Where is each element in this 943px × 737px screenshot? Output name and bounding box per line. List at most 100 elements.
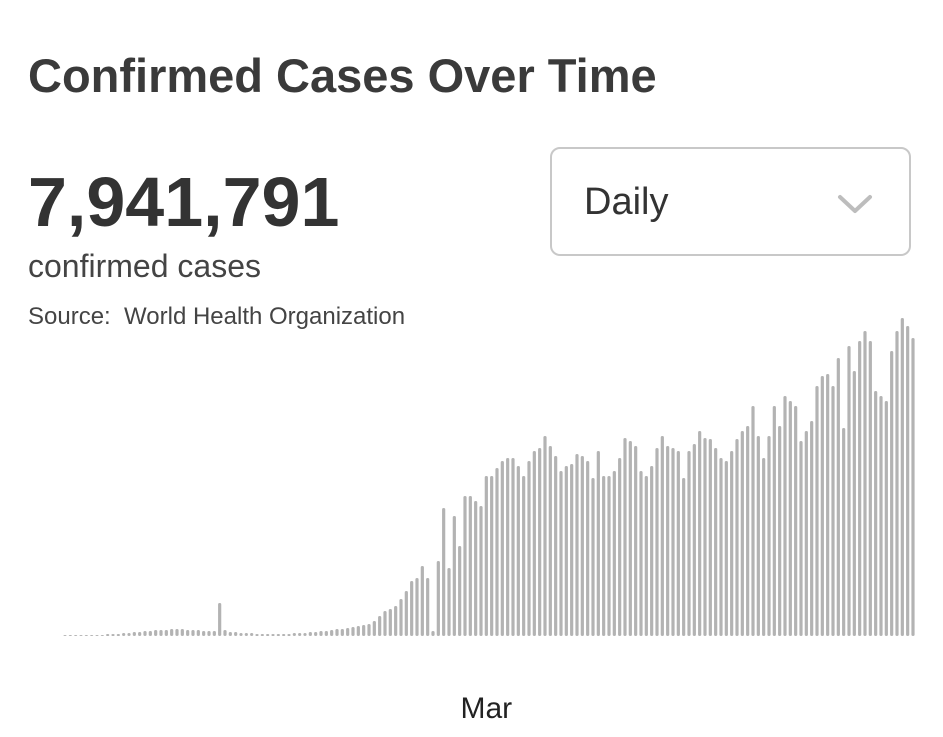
bar (218, 603, 222, 636)
bar (623, 438, 627, 636)
bar (106, 634, 110, 636)
bar (383, 611, 387, 636)
bar (692, 444, 696, 636)
bar (463, 496, 467, 636)
bar (79, 635, 83, 636)
bar (644, 476, 648, 636)
bar (143, 631, 147, 636)
bar (436, 561, 440, 636)
bar (660, 436, 664, 636)
title: Confirmed Cases Over Time (28, 49, 657, 102)
bar (324, 631, 328, 636)
bar (612, 471, 616, 636)
bar (852, 371, 856, 636)
period-dropdown[interactable]: Daily (550, 147, 911, 256)
bar (266, 634, 270, 636)
bar (191, 630, 195, 636)
bar (794, 406, 798, 636)
bar (639, 471, 643, 636)
bar (495, 468, 499, 636)
bar (698, 431, 702, 636)
bar (842, 428, 846, 636)
bar (671, 448, 675, 636)
bar (596, 451, 600, 636)
bar (900, 318, 904, 636)
count-label: confirmed cases (28, 248, 261, 284)
bar (570, 464, 574, 636)
bar (511, 458, 515, 636)
bar (159, 630, 163, 636)
bar (884, 401, 888, 636)
bar (863, 331, 867, 636)
dropdown-value: Daily (584, 181, 669, 223)
bar (148, 631, 152, 636)
bar (911, 338, 915, 636)
bar (127, 633, 131, 636)
bar (719, 458, 723, 636)
bar (847, 346, 851, 636)
bar (554, 456, 558, 636)
bar (522, 476, 526, 636)
bar (196, 630, 200, 636)
case-count: 7,941,791 (28, 163, 340, 241)
bar (250, 633, 254, 636)
bar (490, 476, 494, 636)
bar (767, 436, 771, 636)
bar (212, 631, 216, 636)
bar (122, 633, 126, 636)
bar (351, 627, 355, 636)
bar (506, 458, 510, 636)
bar (831, 386, 835, 636)
bar (740, 431, 744, 636)
bar (602, 476, 606, 636)
bar (271, 634, 275, 636)
bar (63, 635, 67, 636)
bar (255, 634, 259, 636)
bar (74, 635, 78, 636)
bar (362, 625, 366, 636)
bar (751, 406, 755, 636)
bar (484, 476, 488, 636)
bar (538, 448, 542, 636)
bar (543, 436, 547, 636)
bar (340, 629, 344, 636)
bar (559, 471, 563, 636)
bar (442, 508, 446, 636)
bar (527, 461, 531, 636)
bar (724, 461, 728, 636)
bar (708, 439, 712, 636)
bar (687, 451, 691, 636)
bar (95, 635, 99, 636)
bar (666, 446, 670, 636)
bar (431, 631, 435, 636)
bar (799, 441, 803, 636)
bar (474, 501, 478, 636)
bar (138, 632, 142, 636)
bar (730, 451, 734, 636)
x-tick-label: Mar (460, 692, 512, 725)
bar (175, 629, 179, 636)
bar (634, 446, 638, 636)
bar (287, 634, 291, 636)
bar (426, 578, 430, 636)
bar (314, 632, 318, 636)
bar (650, 466, 654, 636)
bar (452, 516, 456, 636)
bar (223, 630, 227, 636)
bar (655, 448, 659, 636)
bar (868, 341, 872, 636)
bar (815, 386, 819, 636)
bar (68, 635, 72, 636)
bar (244, 633, 248, 636)
bar (154, 630, 158, 636)
bar (783, 396, 787, 636)
chevron (838, 195, 872, 213)
bar (415, 578, 419, 636)
bar (207, 631, 211, 636)
bar (399, 599, 403, 636)
bar (388, 609, 392, 636)
bar (820, 376, 824, 636)
bar (874, 391, 878, 636)
bar (580, 456, 584, 636)
bar (282, 634, 286, 636)
